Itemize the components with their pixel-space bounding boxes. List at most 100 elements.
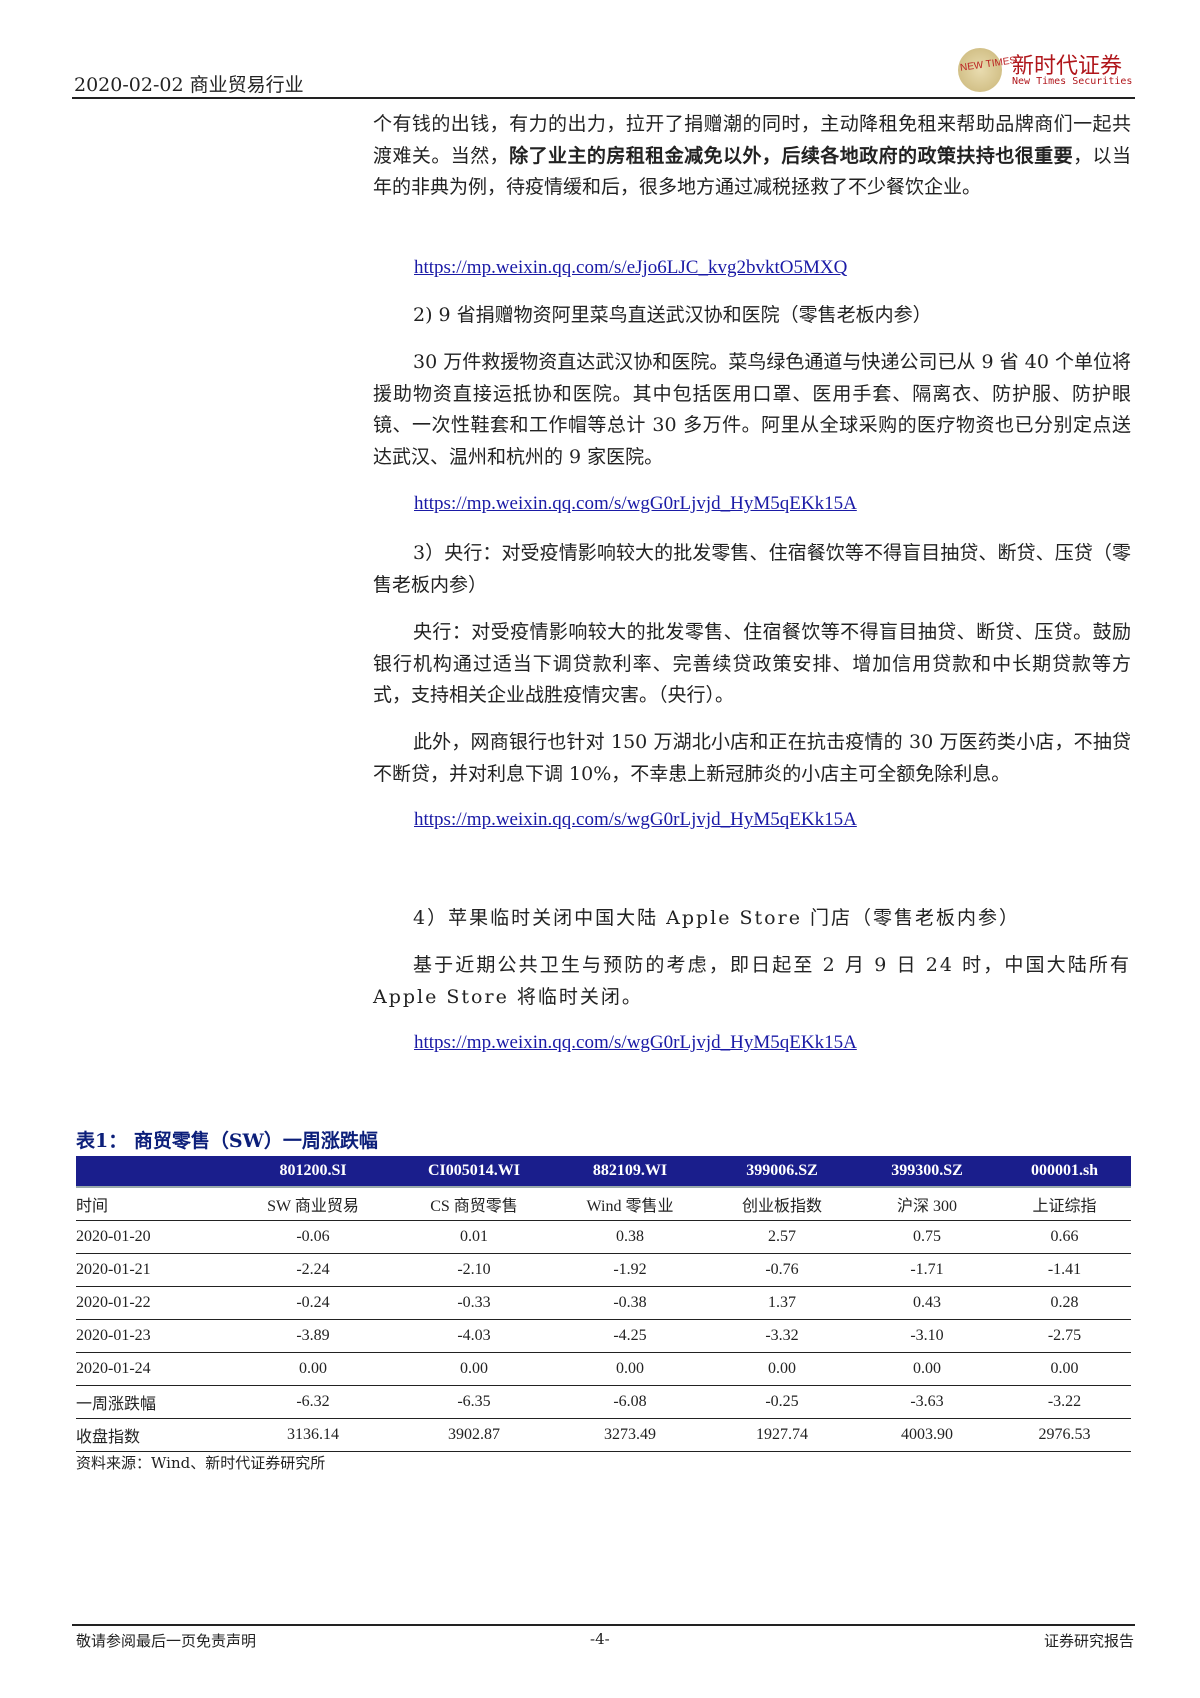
column-name: Wind 零售业	[552, 1186, 708, 1221]
column-name: CS 商贸零售	[396, 1186, 552, 1221]
column-code: 882109.WI	[552, 1156, 708, 1187]
row-label: 2020-01-22	[76, 1286, 230, 1320]
company-logo: NEW TIMES 新时代证券 New Times Securities	[958, 48, 1138, 94]
table-row: 2020-01-23 -3.89 -4.03 -4.25 -3.32 -3.10 -2.75	[76, 1319, 1131, 1353]
column-code: 000001.sh	[998, 1156, 1131, 1187]
cell-value: 0.00	[230, 1352, 396, 1386]
footer-report-type: 证券研究报告	[1043, 1632, 1134, 1650]
logo-cn: 新时代证券	[1012, 54, 1123, 79]
paragraph-4: 此外，网商银行也针对 150 万湖北小店和正在抗击疫情的 30 万医药类小店，不…	[373, 731, 1131, 785]
footer-disclaimer: 敬请参阅最后一页免责声明	[76, 1632, 257, 1650]
table-row: 收盘指数 3136.14 3902.87 3273.49 1927.74 4003.90 2…	[76, 1418, 1131, 1452]
column-code: 801200.SI	[230, 1156, 396, 1187]
table-title: 表1： 商贸零售（SW）一周涨跌幅	[76, 1130, 378, 1152]
cell-value: 2976.53	[998, 1418, 1131, 1452]
cell-value: -2.10	[396, 1253, 552, 1287]
cell-value: 0.43	[856, 1286, 998, 1320]
header-date-industry: 2020-02-02 商业贸易行业	[74, 74, 304, 96]
cell-value: 0.28	[998, 1286, 1131, 1320]
cell-value: 0.00	[396, 1352, 552, 1386]
article-link-2[interactable]: https://mp.weixin.qq.com/s/wgG0rLjvjd_Hy…	[414, 493, 857, 514]
cell-value: -0.38	[552, 1286, 708, 1320]
column-name: 创业板指数	[708, 1186, 856, 1221]
table-row: 2020-01-22 -0.24 -0.33 -0.38 1.37 0.43 0.28	[76, 1286, 1131, 1320]
cell-value: -6.35	[396, 1385, 552, 1419]
cell-value: 0.38	[552, 1220, 708, 1254]
table-source: 资料来源：Wind、新时代证券研究所	[76, 1454, 326, 1472]
column-code	[76, 1156, 230, 1187]
cell-value: 3902.87	[396, 1418, 552, 1452]
cell-value: -2.75	[998, 1319, 1131, 1353]
column-name: 沪深 300	[856, 1186, 998, 1221]
column-name: 上证综指	[998, 1186, 1131, 1221]
paragraph-2: 30 万件救援物资直达武汉协和医院。菜鸟绿色通道与快递公司已从 9 省 40 个…	[373, 351, 1131, 468]
cell-value: 0.00	[998, 1352, 1131, 1386]
cell-value: -1.92	[552, 1253, 708, 1287]
paragraph-5: 基于近期公共卫生与预防的考虑，即日起至 2 月 9 日 24 时，中国大陆所有 …	[373, 954, 1131, 1008]
paragraph-1: 个有钱的出钱，有力的出力，拉开了捐赠潮的同时，主动降租免租来帮助品牌商们一起共渡…	[373, 109, 1131, 204]
cell-value: 0.00	[708, 1352, 856, 1386]
table-row: 一周涨跌幅 -6.32 -6.35 -6.08 -0.25 -3.63 -3.22	[76, 1385, 1131, 1419]
cell-value: 0.75	[856, 1220, 998, 1254]
cell-value: -6.32	[230, 1385, 396, 1419]
logo-emblem-icon	[958, 48, 1002, 92]
heading-4: 4）苹果临时关闭中国大陆 Apple Store 门店（零售老板内参）	[413, 907, 1020, 929]
p1-text: 个有钱的出钱，有力的出力，拉开了捐赠潮的同时，主动降租免租来帮助品牌商们一起共渡…	[373, 113, 1131, 167]
cell-value: 0.00	[552, 1352, 708, 1386]
column-code: 399006.SZ	[708, 1156, 856, 1187]
cell-value: 0.01	[396, 1220, 552, 1254]
column-name: 时间	[76, 1186, 230, 1221]
table-row: 2020-01-24 0.00 0.00 0.00 0.00 0.00 0.00	[76, 1352, 1131, 1386]
cell-value: -3.22	[998, 1385, 1131, 1419]
cell-value: -4.03	[396, 1319, 552, 1353]
cell-value: -3.63	[856, 1385, 998, 1419]
row-label: 2020-01-24	[76, 1352, 230, 1386]
cell-value: -2.24	[230, 1253, 396, 1287]
page-number: -4-	[590, 1630, 610, 1648]
article-link-1[interactable]: https://mp.weixin.qq.com/s/eJjo6LJC_kvg2…	[414, 257, 848, 278]
cell-value: 0.66	[998, 1220, 1131, 1254]
header-divider	[72, 97, 1135, 99]
cell-value: -0.33	[396, 1286, 552, 1320]
table-row: 2020-01-20 -0.06 0.01 0.38 2.57 0.75 0.66	[76, 1220, 1131, 1254]
cell-value: -0.06	[230, 1220, 396, 1254]
table-name-header: 时间 SW 商业贸易 CS 商贸零售 Wind 零售业 创业板指数 沪深 300 上证综指	[76, 1186, 1131, 1221]
footer-divider	[72, 1624, 1135, 1626]
column-name: SW 商业贸易	[230, 1186, 396, 1221]
weekly-change-table: 801200.SI CI005014.WI 882109.WI 399006.SZ 39…	[76, 1156, 1131, 1452]
cell-value: 2.57	[708, 1220, 856, 1254]
row-label: 2020-01-23	[76, 1319, 230, 1353]
logo-en: New Times Securities	[1012, 76, 1133, 87]
cell-value: 4003.90	[856, 1418, 998, 1452]
row-label: 一周涨跌幅	[76, 1385, 230, 1419]
row-label: 2020-01-21	[76, 1253, 230, 1287]
heading-3: 3）央行：对受疫情影响较大的批发零售、住宿餐饮等不得盲目抽贷、断贷、压贷（零售老…	[373, 542, 1131, 596]
column-code: CI005014.WI	[396, 1156, 552, 1187]
p1-bold: 除了业主的房租租金减免以外，后续各地政府的政策扶持也很重要	[509, 144, 1074, 167]
heading-2: 2) 9 省捐赠物资阿里菜鸟直送武汉协和医院（零售老板内参）	[413, 304, 932, 326]
cell-value: -1.71	[856, 1253, 998, 1287]
column-code: 399300.SZ	[856, 1156, 998, 1187]
table-row: 2020-01-21 -2.24 -2.10 -1.92 -0.76 -1.71 -1.41	[76, 1253, 1131, 1287]
cell-value: -3.89	[230, 1319, 396, 1353]
table-code-header: 801200.SI CI005014.WI 882109.WI 399006.SZ 39…	[76, 1156, 1131, 1187]
paragraph-3: 央行：对受疫情影响较大的批发零售、住宿餐饮等不得盲目抽贷、断贷、压贷。鼓励银行机…	[373, 621, 1131, 706]
cell-value: -0.76	[708, 1253, 856, 1287]
cell-value: -6.08	[552, 1385, 708, 1419]
cell-value: 1927.74	[708, 1418, 856, 1452]
article-link-3[interactable]: https://mp.weixin.qq.com/s/wgG0rLjvjd_Hy…	[414, 809, 857, 830]
cell-value: -3.32	[708, 1319, 856, 1353]
cell-value: -1.41	[998, 1253, 1131, 1287]
p1-text-end: ，以当年的非典为例，待疫情缓和后，很多地方通过减税拯救了不少餐饮企业。	[373, 144, 1131, 199]
cell-value: -0.24	[230, 1286, 396, 1320]
article-link-4[interactable]: https://mp.weixin.qq.com/s/wgG0rLjvjd_Hy…	[414, 1032, 857, 1053]
cell-value: 3136.14	[230, 1418, 396, 1452]
cell-value: 0.00	[856, 1352, 998, 1386]
row-label: 收盘指数	[76, 1418, 230, 1452]
cell-value: -3.10	[856, 1319, 998, 1353]
cell-value: 1.37	[708, 1286, 856, 1320]
cell-value: 3273.49	[552, 1418, 708, 1452]
row-label: 2020-01-20	[76, 1220, 230, 1254]
cell-value: -4.25	[552, 1319, 708, 1353]
cell-value: -0.25	[708, 1385, 856, 1419]
